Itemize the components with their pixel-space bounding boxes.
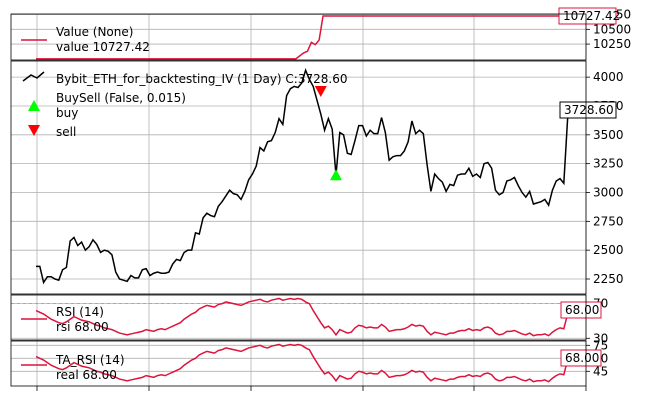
sell-legend-marker: [28, 125, 40, 136]
price-ytick-label-4: 3250: [593, 157, 624, 171]
price-ytick-label-3: 3000: [593, 185, 624, 199]
value-legend-entry: value 10727.42: [56, 40, 150, 54]
rsi-legend-entry: rsi 68.00: [56, 320, 109, 334]
ta-rsi-last-label-box: [560, 349, 602, 367]
ta-rsi-series: [35, 343, 580, 383]
price-ytick-label-7: 4000: [593, 70, 624, 84]
value-line: [36, 15, 580, 60]
price-line: [36, 67, 580, 285]
price-ytick-label-1: 2500: [593, 243, 624, 257]
sell-marker-0: [314, 85, 327, 97]
price-legend-title: Bybit_ETH_for_backtesting_IV (1 Day) C:3…: [56, 72, 347, 86]
value-panel: 102501050010750 Value (None) value 10727…: [11, 7, 631, 60]
rsi-legend: RSI (14) rsi 68.00: [21, 305, 109, 334]
ta-rsi-legend-entry: real 68.00: [56, 368, 117, 382]
rsi-last-label-text: 68.00: [565, 303, 599, 317]
ta-rsi-ytick-label-0: 45: [593, 364, 608, 378]
price-panel: 22502500275030003250350037504000 Bybit_E…: [11, 61, 624, 294]
price-ytick-label-0: 2250: [593, 272, 624, 286]
rsi-last-label: 68.00: [560, 301, 602, 319]
price-frame: [10, 60, 587, 295]
price-last-label-box: [559, 101, 617, 119]
rsi-series: [35, 297, 580, 337]
ta-rsi-panel: 456075 TA_RSI (14) real 68.00 68.00: [11, 338, 608, 386]
value-series: [36, 15, 580, 60]
price-ytick-label-2: 2750: [593, 214, 624, 228]
sell-legend-label: sell: [56, 125, 76, 139]
buy-legend-marker: [28, 100, 40, 111]
price-grid: [11, 61, 587, 294]
value-legend: Value (None) value 10727.42: [21, 25, 150, 54]
price-series: [36, 67, 580, 285]
value-last-label: 10727.42: [558, 7, 620, 25]
buy-legend-label: buy: [56, 106, 78, 120]
rsi-line: [35, 297, 580, 337]
price-last-label-text: 3728.60: [564, 103, 614, 117]
price-ytick-label-5: 3500: [593, 128, 624, 142]
buy-marker-0: [329, 169, 342, 181]
buysell-legend-title: BuySell (False, 0.015): [56, 91, 186, 105]
panel-frames: [10, 13, 587, 387]
value-ytick-label-0: 10250: [593, 37, 631, 51]
rsi-ytick-label-0: 30: [593, 331, 608, 345]
value-last-label-text: 10727.42: [563, 9, 620, 23]
ta-rsi-ytick-label-2: 75: [593, 338, 608, 352]
value-last-label-box: [558, 7, 617, 25]
rsi-legend-title: RSI (14): [56, 305, 104, 319]
ta-rsi-legend-title: TA_RSI (14): [55, 353, 125, 367]
ta-rsi-frame: [10, 340, 587, 387]
ta-rsi-legend: TA_RSI (14) real 68.00: [21, 353, 125, 382]
x-axis-ticks: [36, 386, 587, 391]
value-frame: [10, 13, 587, 61]
rsi-grid: [11, 295, 587, 340]
price-last-label: 3728.60: [559, 101, 617, 119]
ta-rsi-last-label: 68.00: [560, 349, 602, 367]
value-legend-title: Value (None): [56, 25, 133, 39]
price-yticks: 22502500275030003250350037504000: [586, 70, 624, 286]
rsi-frame: [10, 294, 587, 341]
ta-rsi-line: [35, 343, 580, 383]
value-ytick-label-1: 10500: [593, 22, 631, 36]
rsi-last-label-box: [560, 301, 602, 319]
ta-rsi-last-label-text: 68.00: [565, 351, 599, 365]
price-legend-line: [22, 71, 45, 82]
rsi-panel: 3070 RSI (14) rsi 68.00 68.00: [11, 295, 608, 345]
price-legend: Bybit_ETH_for_backtesting_IV (1 Day) C:3…: [22, 71, 347, 139]
